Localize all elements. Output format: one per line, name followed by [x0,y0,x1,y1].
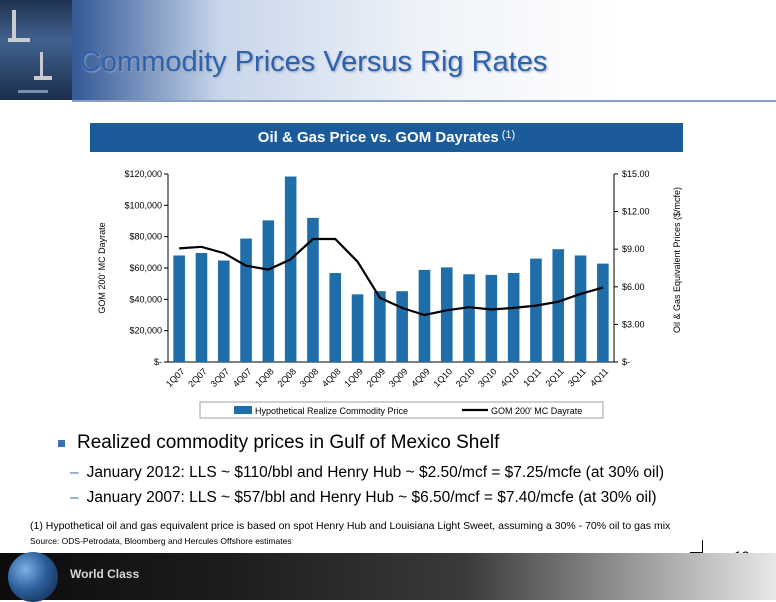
bar [552,249,565,362]
legend-line-label: GOM 200' MC Dayrate [491,406,582,416]
sub-bullet-1: – January 2012: LLS ~ $110/bbl and Henry … [70,464,664,482]
bar [396,291,408,362]
dash-icon: – [70,464,79,481]
bar [195,252,208,362]
right-tick-label: $6.00 [622,282,645,292]
bar [485,274,498,362]
x-tick-label: 1Q10 [432,366,455,389]
bar [217,260,230,362]
right-axis-title: Oil & Gas Equivalent Prices ($/mcfe) [672,187,682,333]
right-tick-label: $- [622,357,630,367]
chart-title-footnote-ref: (1) [501,128,516,141]
bar [463,274,475,362]
offshore-rig-photo [0,0,72,100]
legend-box [199,401,604,419]
globe-icon [8,552,58,602]
right-tick-label: $15.00 [622,169,650,179]
x-tick-label: 3Q08 [298,366,321,389]
bullet-square-icon [58,439,65,447]
x-tick-label: 4Q09 [409,366,432,389]
right-tick-label: $3.00 [622,319,645,329]
bar [530,258,542,362]
x-tick-label: 3Q10 [476,366,499,389]
sub-bullet-2-text: January 2007: LLS ~ $57/bbl and Henry Hu… [86,489,657,506]
legend-bar-label: Hypothetical Realize Commodity Price [255,406,408,416]
left-tick-label: $100,000 [124,200,162,210]
bar [374,291,386,362]
dayrate-line [179,237,604,317]
right-tick-label: $9.00 [622,244,645,254]
bar [329,273,342,362]
right-tick-label: $12.00 [622,207,650,217]
x-tick-label: 4Q10 [498,366,521,389]
bar [574,255,587,362]
left-tick-label: $60,000 [129,263,162,273]
x-tick-label: 4Q07 [231,366,254,389]
left-tick-label: $80,000 [129,232,162,242]
footnote: (1) Hypothetical oil and gas equivalent … [30,520,671,532]
x-tick-label: 3Q11 [566,366,588,388]
footer-text: World Class [70,567,140,581]
left-tick-label: $120,000 [124,169,162,179]
dash-icon: – [70,489,79,506]
left-axis-title: GOM 200' MC Dayrate [97,222,107,313]
left-tick-label: $40,000 [129,294,162,304]
left-tick-label: $20,000 [129,326,162,336]
x-tick-label: 1Q08 [253,366,276,389]
source-note: Source: ODS-Petrodata, Bloomberg and Her… [30,536,292,546]
chart-title-banner: Oil & Gas Price vs. GOM Dayrates (1) [90,123,683,152]
bar [507,273,520,362]
bullet-main-text: Realized commodity prices in Gulf of Mex… [77,432,500,453]
x-tick-label: 2Q11 [543,366,565,388]
x-tick-label: 2Q09 [365,366,388,389]
sub-bullet-2: – January 2007: LLS ~ $57/bbl and Henry H… [70,489,657,507]
x-tick-label: 1Q09 [342,366,365,389]
bar [597,263,609,362]
x-tick-label: 2Q08 [275,366,298,389]
slide-title: Commodity Prices Versus Rig Rates [80,46,548,78]
x-tick-label: 3Q09 [387,366,410,389]
sub-bullet-1-text: January 2012: LLS ~ $110/bbl and Henry H… [86,464,665,481]
footer-bar [0,553,776,600]
corner-divider [690,540,703,553]
left-tick-label: $- [154,357,162,367]
x-tick-label: 4Q11 [588,366,610,388]
chart: $- $20,000 $40,000 $60,000 $80,000 $100,000 $1… [97,169,682,419]
bar [240,238,252,362]
bar [307,217,319,362]
x-tick-label: 2Q10 [454,366,477,389]
x-tick-label: 1Q07 [164,366,187,389]
bullet-main: Realized commodity prices in Gulf of Mex… [58,432,499,454]
x-tick-label: 1Q11 [521,366,543,388]
bar [440,267,453,362]
x-tick-label: 2Q07 [186,366,209,389]
x-tick-label: 3Q07 [209,366,232,389]
header-banner [0,0,776,100]
x-tick-label: 4Q08 [320,366,343,389]
bar [262,220,275,362]
bar [351,294,364,362]
bar [173,255,185,362]
legend-bar-swatch [234,406,252,414]
chart-title: Oil & Gas Price vs. GOM Dayrates [257,129,499,146]
bar [284,176,297,362]
header-divider [72,100,776,102]
